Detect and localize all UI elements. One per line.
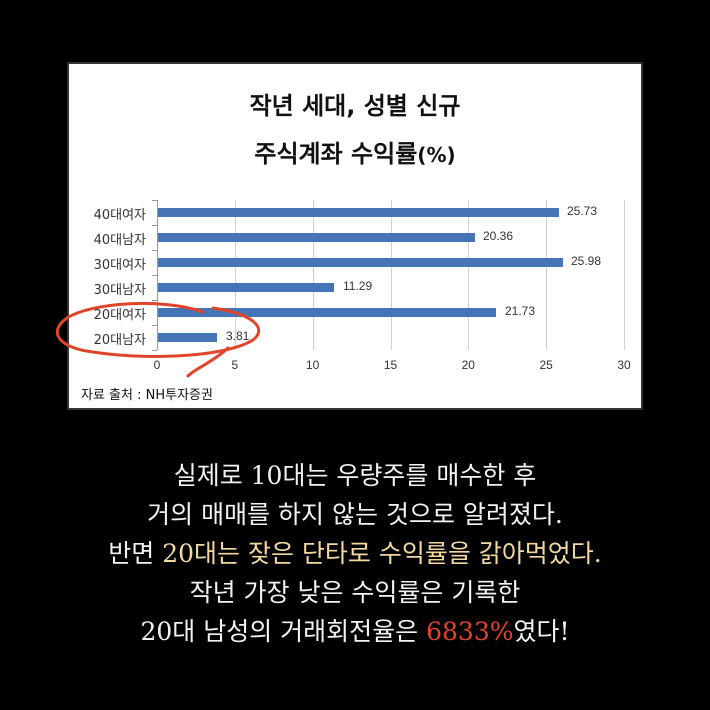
gridline-15 (390, 200, 392, 350)
x-tick-label: 30 (617, 358, 631, 372)
category-label: 20대남자 (93, 333, 146, 348)
category-label: 40대여자 (93, 208, 146, 223)
bar-30s-female (158, 258, 563, 267)
bar-plot-area: 40대여자 25.73 40대남자 20.36 30대여자 25.98 30대남… (94, 200, 631, 372)
gridline-20 (468, 200, 470, 350)
caption-line-2: 거의 매매를 하지 않는 것으로 알려졌다. (147, 500, 563, 529)
data-source: 자료 출처 : NH투자증권 (81, 388, 213, 403)
category-label: 30대남자 (93, 283, 146, 298)
bar-20s-male (158, 333, 218, 342)
value-label: 21.73 (505, 304, 536, 318)
gridline-30 (624, 200, 625, 350)
value-label: 20.36 (483, 229, 514, 243)
bar-40s-male (158, 233, 475, 242)
bar-30s-male (158, 283, 334, 292)
x-tick-label: 25 (539, 358, 553, 372)
caption-line-3: 반면 20대는 잦은 단타로 수익률을 갉아먹었다. (0, 534, 710, 573)
category-label: 20대여자 (93, 308, 146, 323)
caption-line-5-pre: 20대 남성의 거래회전율은 (140, 617, 427, 646)
caption-line-5-post: 였다! (513, 617, 570, 646)
y-tick (152, 200, 157, 201)
value-label: 3.81 (226, 329, 250, 343)
y-tick (152, 225, 157, 226)
gridline-10 (312, 200, 314, 350)
caption-highlight-red: 6833% (426, 617, 514, 646)
chart-title-line1: 작년 세대, 성별 신규 (249, 92, 461, 120)
y-tick (152, 275, 157, 276)
caption-line-4: 작년 가장 낮은 수익률은 기록한 (189, 578, 521, 607)
chart-title-main: 주식계좌 수익률 (254, 140, 418, 168)
value-label: 11.29 (343, 279, 373, 293)
y-tick (152, 300, 157, 301)
chart-panel: 작년 세대, 성별 신규 주식계좌 수익률(%) 40대여자 25.73 40대… (67, 62, 643, 410)
caption-line-5: 20대 남성의 거래회전율은 6833%였다! (0, 612, 710, 651)
caption-line-1: 실제로 10대는 우량주를 매수한 후 (173, 461, 537, 490)
highlight-circle-annotation (55, 301, 261, 378)
gridline-5 (234, 200, 236, 350)
value-label: 25.73 (567, 204, 598, 218)
bar-20s-female (158, 308, 497, 317)
y-tick (152, 350, 157, 351)
value-label: 25.98 (571, 254, 602, 268)
x-tick-label: 10 (306, 358, 320, 372)
category-label: 40대남자 (93, 233, 146, 248)
x-tick-label: 5 (231, 358, 239, 372)
x-tick-label: 15 (383, 358, 398, 372)
bar-40s-female (158, 208, 559, 217)
x-tick-label: 20 (461, 358, 475, 372)
caption-highlight-yellow: 20대는 잦은 단타로 수익률을 갉아먹었다. (162, 539, 602, 568)
y-axis-line (157, 200, 158, 350)
chart-title-unit: (%) (417, 143, 456, 167)
x-tick-label: 0 (153, 358, 161, 372)
y-tick (152, 250, 157, 251)
gridline-25 (546, 200, 548, 350)
chart-title-line2: 주식계좌 수익률(%) (69, 134, 641, 169)
caption-line-3-pre: 반면 (108, 539, 163, 568)
category-label: 30대여자 (93, 258, 146, 273)
caption-text: 실제로 10대는 우량주를 매수한 후 거의 매매를 하지 않는 것으로 알려졌… (0, 456, 710, 651)
y-tick (152, 325, 157, 326)
